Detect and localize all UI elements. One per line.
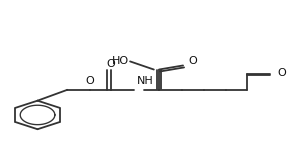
Text: HO: HO <box>112 56 129 66</box>
Text: O: O <box>189 56 198 66</box>
Text: O: O <box>85 76 94 86</box>
Text: NH: NH <box>137 76 154 86</box>
Text: O: O <box>106 59 115 69</box>
Text: O: O <box>278 68 286 78</box>
